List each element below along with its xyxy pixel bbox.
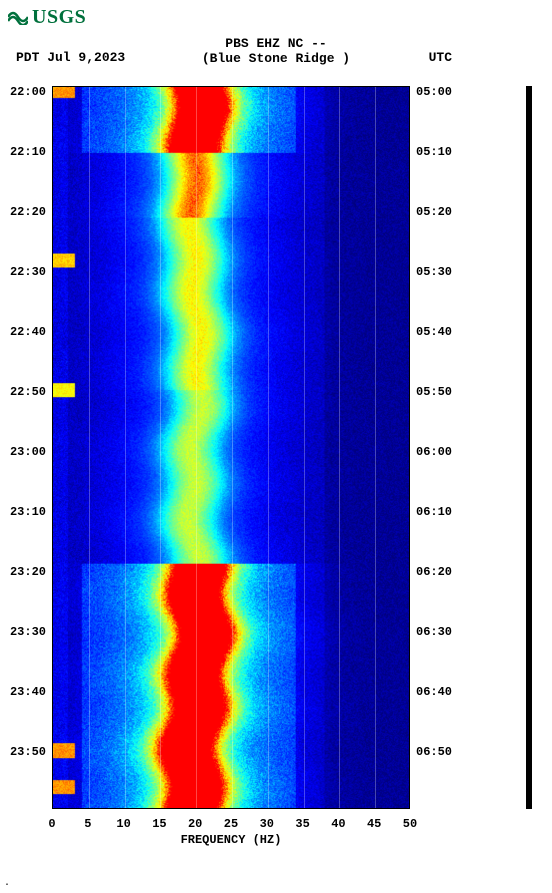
usgs-logo: USGS bbox=[8, 6, 86, 29]
spectrogram-canvas-wrap bbox=[53, 87, 409, 808]
ytick-right: 05:50 bbox=[412, 385, 472, 399]
ytick-left: 22:30 bbox=[0, 265, 50, 279]
x-axis-label: FREQUENCY (HZ) bbox=[52, 833, 410, 847]
ytick-left: 23:50 bbox=[0, 745, 50, 759]
xtick: 30 bbox=[260, 817, 274, 831]
xtick: 15 bbox=[152, 817, 166, 831]
ytick-left: 23:40 bbox=[0, 685, 50, 699]
footer-dot: . bbox=[4, 878, 10, 889]
aux-colorbar bbox=[526, 86, 532, 809]
y-axis-left: 22:00 22:10 22:20 22:30 22:40 22:50 23:00 23:10… bbox=[0, 86, 50, 809]
xtick: 0 bbox=[48, 817, 55, 831]
ytick-left: 23:10 bbox=[0, 505, 50, 519]
ytick-left: 22:50 bbox=[0, 385, 50, 399]
xtick: 5 bbox=[84, 817, 91, 831]
ytick-right: 05:40 bbox=[412, 325, 472, 339]
timezone-left: PDT Jul 9,2023 bbox=[16, 50, 125, 65]
ytick-left: 22:00 bbox=[0, 85, 50, 99]
ytick-left: 22:40 bbox=[0, 325, 50, 339]
timezone-right: UTC bbox=[429, 50, 452, 65]
ytick-right: 05:30 bbox=[412, 265, 472, 279]
ytick-right: 06:10 bbox=[412, 505, 472, 519]
usgs-logo-text: USGS bbox=[32, 6, 86, 29]
ytick-right: 05:00 bbox=[412, 85, 472, 99]
xtick: 25 bbox=[224, 817, 238, 831]
xtick: 35 bbox=[295, 817, 309, 831]
xtick: 50 bbox=[403, 817, 417, 831]
ytick-right: 06:30 bbox=[412, 625, 472, 639]
ytick-left: 23:20 bbox=[0, 565, 50, 579]
ytick-right: 06:40 bbox=[412, 685, 472, 699]
ytick-left: 22:10 bbox=[0, 145, 50, 159]
ytick-right: 06:20 bbox=[412, 565, 472, 579]
ytick-left: 22:20 bbox=[0, 205, 50, 219]
y-axis-right: 05:00 05:10 05:20 05:30 05:40 05:50 06:00 06:10… bbox=[412, 86, 472, 809]
xtick: 20 bbox=[188, 817, 202, 831]
xtick: 45 bbox=[367, 817, 381, 831]
ytick-right: 05:20 bbox=[412, 205, 472, 219]
ytick-left: 23:00 bbox=[0, 445, 50, 459]
xtick: 40 bbox=[331, 817, 345, 831]
xtick: 10 bbox=[116, 817, 130, 831]
ytick-right: 06:50 bbox=[412, 745, 472, 759]
ytick-right: 05:10 bbox=[412, 145, 472, 159]
spectrogram-plot bbox=[52, 86, 410, 809]
ytick-left: 23:30 bbox=[0, 625, 50, 639]
x-axis: FREQUENCY (HZ) 05101520253035404550 bbox=[52, 811, 410, 851]
usgs-wave-icon bbox=[8, 11, 28, 25]
ytick-right: 06:00 bbox=[412, 445, 472, 459]
title-line1: PBS EHZ NC -- bbox=[0, 36, 552, 51]
spectrogram-canvas bbox=[53, 87, 409, 808]
